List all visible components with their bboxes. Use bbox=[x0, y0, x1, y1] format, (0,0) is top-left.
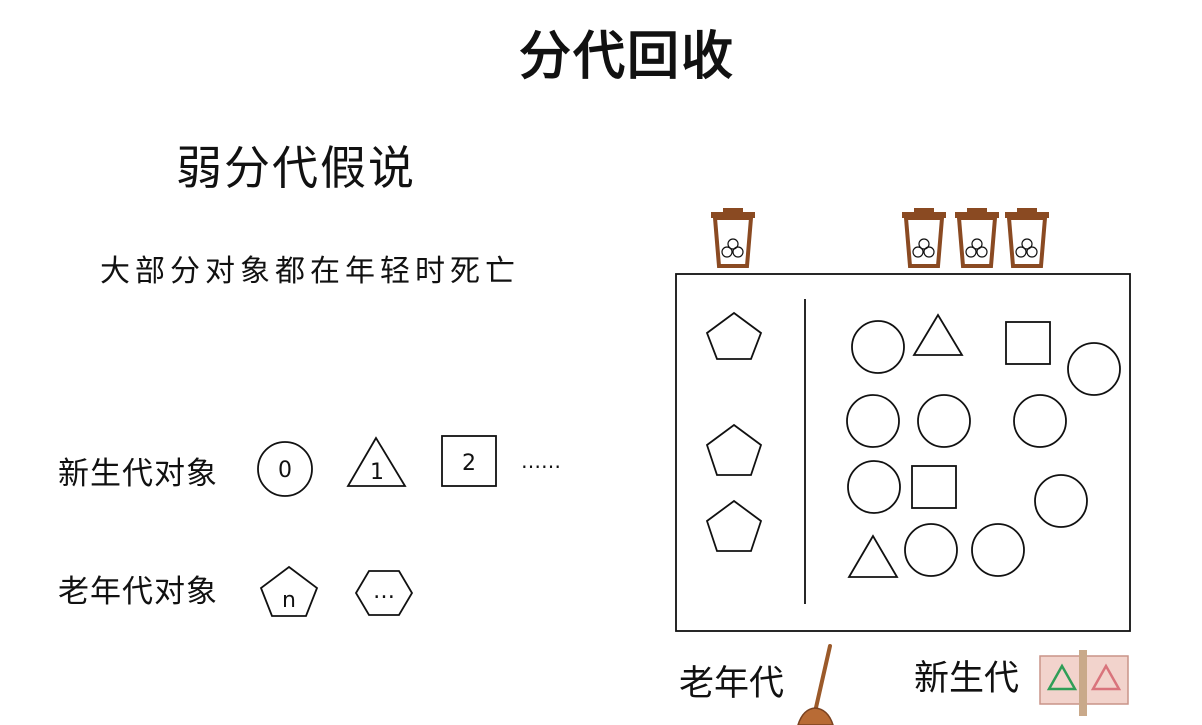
young-object bbox=[846, 394, 900, 448]
young-gen-bins bbox=[902, 208, 1049, 268]
heap-box bbox=[675, 273, 1131, 632]
page-title: 分代回收 bbox=[518, 27, 735, 87]
young-object bbox=[911, 465, 957, 509]
trash-bin-icon bbox=[1005, 208, 1049, 268]
legend-old-hexagon: … bbox=[354, 570, 414, 616]
legend-young-triangle: 1 bbox=[346, 436, 407, 487]
young-object bbox=[851, 320, 905, 374]
old-gen-objects bbox=[705, 311, 763, 552]
legend-young-circle-text: 0 bbox=[278, 458, 292, 483]
young-object bbox=[847, 534, 899, 578]
hypothesis-title: 弱分代假说 bbox=[176, 141, 416, 195]
legend-young-triangle-text: 1 bbox=[370, 460, 384, 485]
young-object bbox=[1034, 474, 1088, 528]
young-gen-objects bbox=[846, 313, 1121, 578]
legend-old-pentagon-text: n bbox=[282, 588, 296, 613]
young-object bbox=[1067, 342, 1121, 396]
old-object bbox=[705, 499, 763, 552]
young-object bbox=[1013, 394, 1067, 448]
legend-young-square-text: 2 bbox=[462, 451, 476, 476]
old-gen-label: 老年代 bbox=[679, 664, 785, 704]
young-object bbox=[904, 523, 958, 577]
young-object bbox=[917, 394, 971, 448]
broom-icon bbox=[797, 644, 834, 725]
young-object bbox=[912, 313, 964, 356]
hypothesis-statement: 大部分对象都在年轻时死亡 bbox=[100, 254, 520, 289]
legend-young-circle: 0 bbox=[257, 441, 313, 497]
young-object bbox=[1005, 321, 1051, 365]
old-object bbox=[705, 423, 763, 476]
young-object bbox=[971, 523, 1025, 577]
trash-bin-icon bbox=[711, 208, 755, 268]
legend-old-hexagon-text: … bbox=[373, 579, 395, 604]
trash-bin-icon bbox=[955, 208, 999, 268]
young-gen-label: 新生代 bbox=[914, 659, 1020, 699]
trash-bin-icon bbox=[902, 208, 946, 268]
old-object-label: 老年代对象 bbox=[58, 574, 218, 610]
old-gen-bin bbox=[711, 208, 755, 268]
legend-young-square: 2 bbox=[441, 435, 497, 487]
young-object bbox=[847, 460, 901, 514]
recycle-icon bbox=[1039, 650, 1129, 716]
legend-old-pentagon: n bbox=[259, 565, 319, 617]
legend-young-more: …… bbox=[521, 449, 561, 473]
young-object-label: 新生代对象 bbox=[58, 456, 218, 492]
old-object bbox=[705, 311, 763, 360]
